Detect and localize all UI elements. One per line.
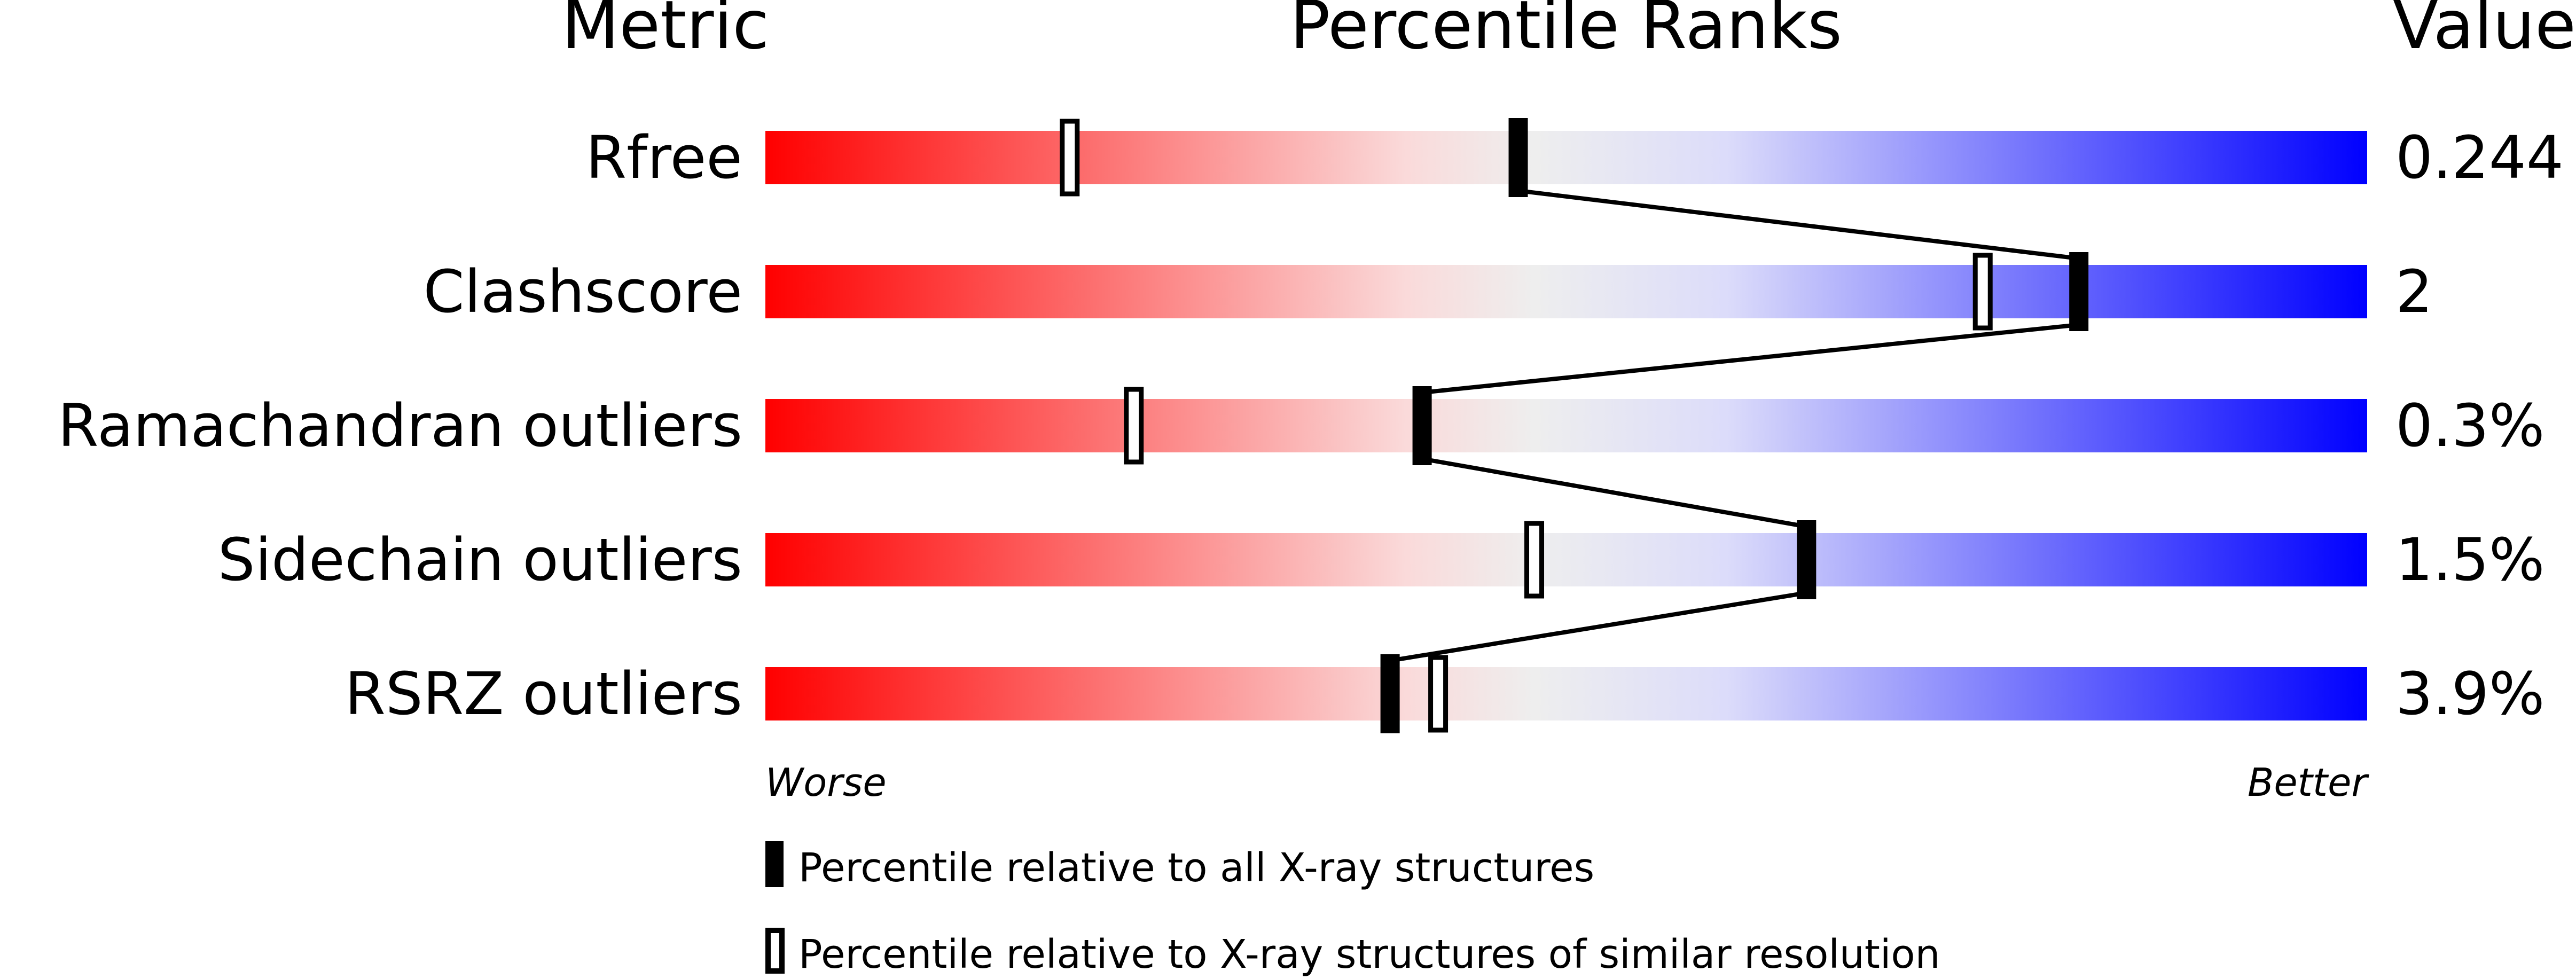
marker-similar-resolution — [1524, 521, 1545, 599]
legend-open-marker — [765, 928, 785, 974]
legend-label-all: Percentile relative to all X-ray structu… — [798, 845, 1594, 891]
metric-value: 0.244 — [2395, 123, 2564, 192]
metric-label: Clashscore — [424, 257, 742, 326]
legend-label-similar: Percentile relative to X-ray structures … — [798, 931, 1940, 977]
metric-row: RSRZ outliers 3.9% — [345, 660, 2545, 728]
metric-label: Ramachandran outliers — [58, 391, 742, 460]
legend-filled-marker — [765, 841, 784, 887]
marker-similar-resolution — [1060, 119, 1080, 197]
metric-row: Ramachandran outliers 0.3% — [58, 391, 2544, 460]
header-percentile-ranks: Percentile Ranks — [1290, 0, 1842, 64]
marker-all-structures — [1797, 520, 1816, 599]
header-metric: Metric — [561, 0, 769, 64]
marker-similar-resolution — [1972, 253, 1993, 331]
metric-label: Sidechain outliers — [218, 526, 742, 594]
marker-similar-resolution — [1124, 387, 1144, 465]
percentile-bar — [765, 265, 2367, 318]
header-value: Value — [2393, 0, 2576, 64]
axis-label-better: Better — [2248, 760, 2369, 805]
metric-row: Sidechain outliers 1.5% — [218, 526, 2545, 594]
metric-label: Rfree — [586, 123, 742, 192]
percentile-bar — [765, 667, 2367, 720]
connector-line — [1389, 189, 2079, 663]
metric-value: 3.9% — [2395, 660, 2544, 728]
percentile-bar — [765, 533, 2367, 586]
marker-all-structures — [1412, 386, 1432, 465]
marker-all-structures — [1508, 118, 1528, 197]
percentile-bar — [765, 131, 2367, 184]
marker-similar-resolution — [1428, 655, 1448, 733]
metric-value: 2 — [2395, 257, 2433, 326]
percentile-bar — [765, 399, 2367, 452]
metric-label: RSRZ outliers — [345, 660, 743, 728]
marker-all-structures — [2069, 252, 2089, 331]
metric-value: 1.5% — [2395, 526, 2544, 594]
axis-label-worse: Worse — [765, 760, 887, 805]
marker-all-structures — [1380, 654, 1400, 733]
metric-row: Rfree 0.244 — [586, 123, 2564, 192]
metric-value: 0.3% — [2395, 391, 2544, 460]
metric-row: Clashscore 2 — [424, 257, 2433, 326]
